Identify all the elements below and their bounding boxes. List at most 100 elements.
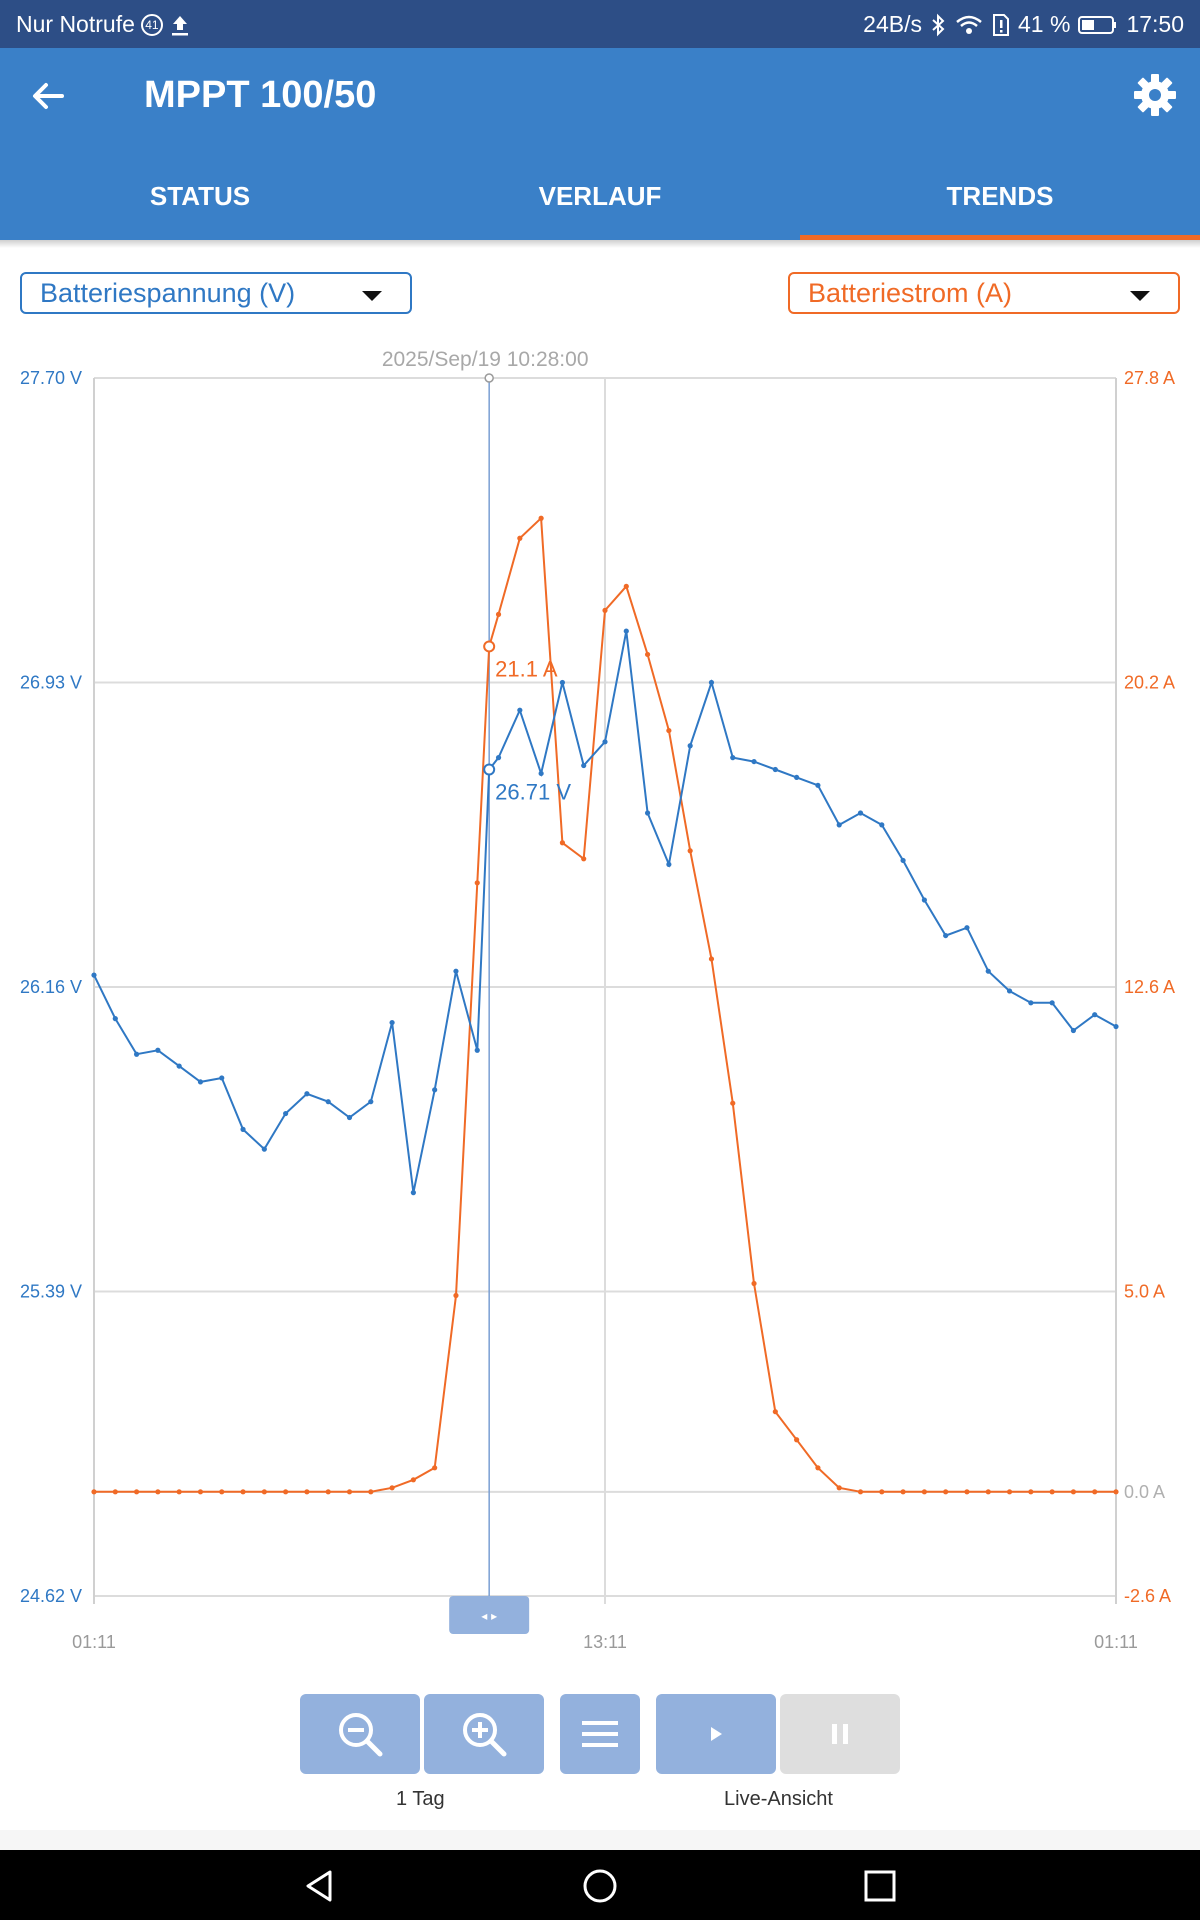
- pause-button[interactable]: [780, 1694, 900, 1774]
- data-point: [389, 1485, 395, 1491]
- x-tick-label: 01:11: [1094, 1632, 1138, 1652]
- tab-trends[interactable]: TRENDS: [800, 152, 1200, 240]
- data-point: [964, 925, 970, 931]
- data-point: [602, 607, 608, 613]
- data-point: [581, 856, 587, 862]
- live-view-label: Live-Ansicht: [724, 1788, 833, 1810]
- data-point: [943, 932, 949, 939]
- series-line: [93, 630, 1117, 1193]
- data-point: [112, 1489, 118, 1495]
- play-button[interactable]: [656, 1694, 776, 1774]
- data-point: [815, 1465, 821, 1471]
- data-point: [623, 628, 629, 634]
- data-point: [559, 840, 566, 846]
- data-point: [730, 755, 736, 761]
- data-point: [751, 1280, 757, 1287]
- data-point: [1006, 1489, 1013, 1495]
- data-point: [900, 857, 906, 864]
- gear-icon[interactable]: [1132, 72, 1178, 118]
- data-point: [602, 739, 608, 745]
- data-point: [197, 1079, 204, 1085]
- data-point: [517, 535, 523, 541]
- data-point: [879, 1489, 885, 1495]
- data-point: [985, 1489, 991, 1495]
- nav-back-icon[interactable]: [300, 1866, 340, 1906]
- data-point: [708, 679, 715, 686]
- data-point: [304, 1091, 310, 1097]
- bluetooth-icon: [932, 13, 945, 36]
- notification-count-badge: 41: [140, 13, 163, 36]
- data-point: [1092, 1012, 1098, 1018]
- right-series-dropdown[interactable]: Batteriestrom (A): [788, 272, 1180, 314]
- y-left-tick-label: 25.39 V: [20, 1282, 82, 1302]
- data-point: [517, 707, 523, 713]
- x-tick-label: 13:11: [583, 1632, 627, 1652]
- wifi-icon: [956, 15, 982, 34]
- data-point: [772, 766, 778, 773]
- pause-icon: [832, 1724, 848, 1744]
- chevron-down-icon: [362, 291, 382, 301]
- data-point: [432, 1087, 438, 1093]
- data-point: [133, 1051, 140, 1057]
- data-point: [1049, 1000, 1055, 1006]
- zoom-out-icon: [339, 1713, 383, 1757]
- data-point: [346, 1114, 353, 1121]
- x-tick-label: 01:11: [72, 1632, 116, 1652]
- data-point: [815, 782, 821, 788]
- data-point: [453, 1292, 459, 1299]
- trend-chart[interactable]: 27.70 V 26.93 V 26.16 V 25.39 V 24.62 V 27.8…: [0, 340, 1200, 1670]
- data-point: [644, 651, 651, 658]
- y-right-tick-label: 20.2 A: [1124, 673, 1175, 693]
- zoom-in-icon: [463, 1713, 507, 1757]
- cursor-top-marker: [484, 373, 494, 383]
- data-point: [495, 755, 502, 761]
- data-point: [410, 1477, 416, 1483]
- cursor-drag-handle[interactable]: [449, 1596, 530, 1634]
- data-point: [283, 1110, 289, 1117]
- data-point: [538, 515, 544, 521]
- cursor-timestamp: 2025/Sep/19 10:28:00: [382, 348, 589, 371]
- data-point: [91, 1489, 97, 1495]
- carrier-text: Nur Notrufe: [16, 11, 135, 37]
- data-point: [836, 1485, 842, 1491]
- data-point: [1113, 1023, 1119, 1030]
- zoom-range-label: 1 Tag: [396, 1788, 445, 1810]
- data-point: [1049, 1489, 1055, 1495]
- sim-alert-icon: [993, 13, 1009, 36]
- data-point: [751, 758, 757, 765]
- data-point: [325, 1489, 331, 1495]
- play-icon: [711, 1727, 722, 1741]
- app-bar-shadow: [0, 240, 1200, 248]
- data-point: [219, 1489, 225, 1495]
- y-right-tick-label: 12.6 A: [1124, 977, 1175, 997]
- data-point: [794, 774, 800, 781]
- network-speed: 24B/s: [863, 11, 922, 37]
- data-point: [346, 1489, 353, 1495]
- battery-icon: [1078, 15, 1117, 34]
- data-point: [410, 1190, 416, 1196]
- series-line: [94, 516, 1116, 1493]
- page-title: MPPT 100/50: [144, 74, 377, 116]
- data-point: [538, 770, 544, 777]
- data-point: [368, 1489, 374, 1495]
- data-point: [730, 1100, 736, 1106]
- zoom-in-button[interactable]: [424, 1694, 544, 1774]
- data-point: [283, 1489, 289, 1495]
- data-point: [176, 1063, 182, 1069]
- data-point: [325, 1099, 331, 1105]
- menu-button[interactable]: [560, 1694, 640, 1774]
- tab-verlauf[interactable]: VERLAUF: [538, 180, 662, 211]
- zoom-out-button[interactable]: [300, 1694, 420, 1774]
- upload-icon: [171, 15, 188, 35]
- nav-recents-icon[interactable]: [860, 1866, 900, 1906]
- nav-home-icon[interactable]: [580, 1866, 620, 1906]
- chevron-down-icon: [1130, 291, 1150, 301]
- battery-percent: 41 %: [1018, 11, 1071, 37]
- left-series-dropdown[interactable]: Batteriespannung (V): [20, 272, 412, 314]
- data-point: [985, 968, 991, 974]
- hamburger-menu-icon: [582, 1721, 618, 1747]
- back-arrow-icon[interactable]: [26, 74, 70, 118]
- tab-status[interactable]: STATUS: [149, 180, 251, 211]
- data-point: [1113, 1489, 1119, 1495]
- cursor-voltage-value: 26.71 V: [495, 780, 571, 805]
